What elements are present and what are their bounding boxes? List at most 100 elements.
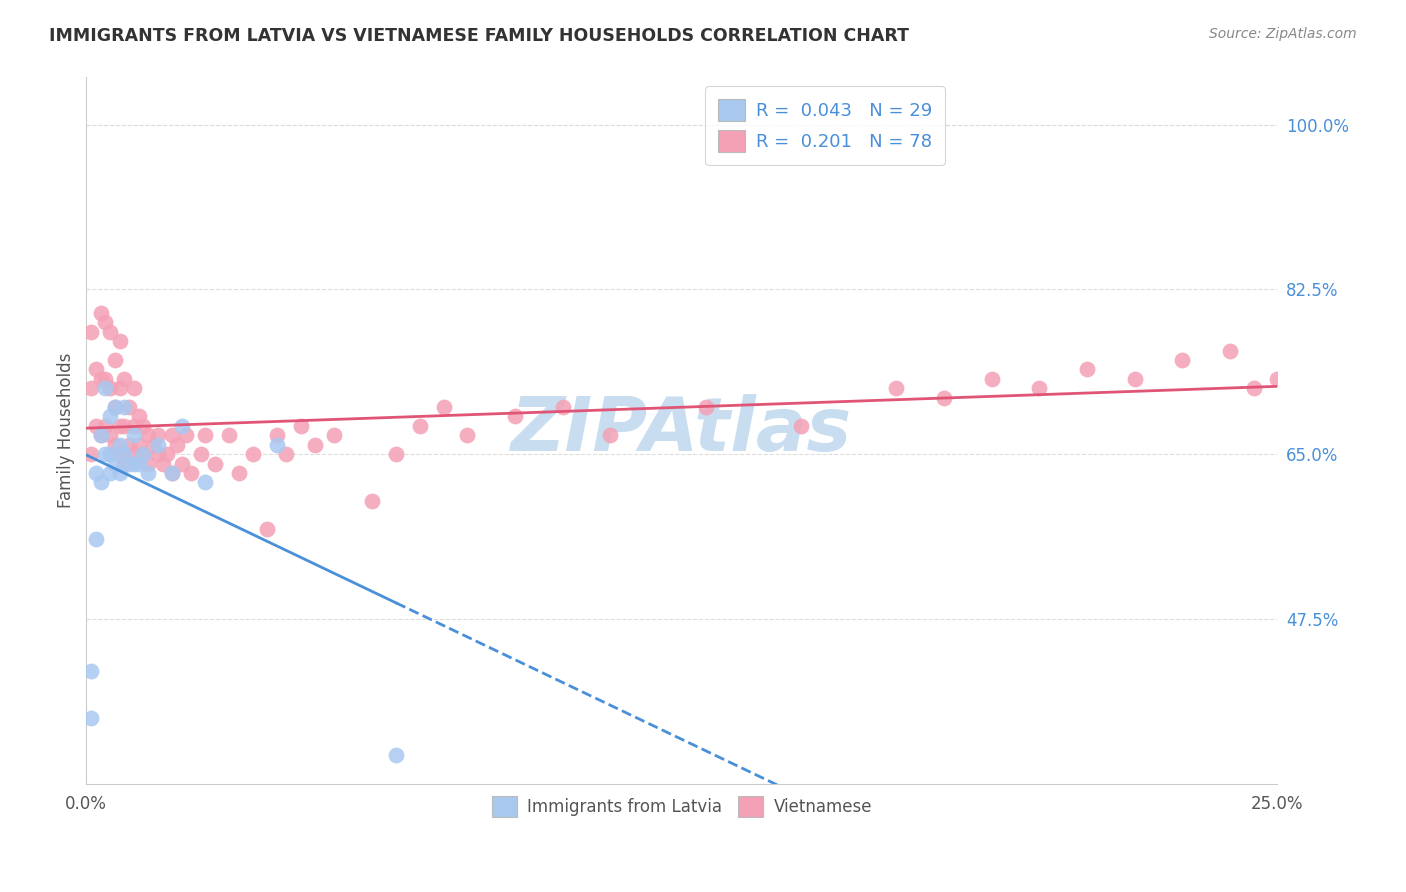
Point <box>112 457 135 471</box>
Point <box>90 372 112 386</box>
Point <box>170 418 193 433</box>
Point <box>180 466 202 480</box>
Point <box>98 447 121 461</box>
Point <box>204 457 226 471</box>
Point <box>266 428 288 442</box>
Point <box>80 664 103 678</box>
Point <box>152 457 174 471</box>
Point <box>242 447 264 461</box>
Point <box>132 447 155 461</box>
Point <box>108 447 131 461</box>
Point <box>108 334 131 348</box>
Text: IMMIGRANTS FROM LATVIA VS VIETNAMESE FAMILY HOUSEHOLDS CORRELATION CHART: IMMIGRANTS FROM LATVIA VS VIETNAMESE FAM… <box>49 27 910 45</box>
Point <box>932 391 955 405</box>
Point <box>90 475 112 490</box>
Point <box>90 428 112 442</box>
Point <box>94 315 117 329</box>
Point <box>190 447 212 461</box>
Point <box>98 381 121 395</box>
Point <box>80 381 103 395</box>
Point <box>160 466 183 480</box>
Point <box>142 438 165 452</box>
Point <box>80 447 103 461</box>
Point <box>884 381 907 395</box>
Point <box>84 466 107 480</box>
Point <box>104 457 127 471</box>
Point <box>108 438 131 452</box>
Point <box>790 418 813 433</box>
Point <box>104 400 127 414</box>
Point <box>1243 381 1265 395</box>
Point <box>122 418 145 433</box>
Point <box>80 711 103 725</box>
Point <box>433 400 456 414</box>
Point <box>122 447 145 461</box>
Point <box>1028 381 1050 395</box>
Point <box>166 438 188 452</box>
Point <box>256 523 278 537</box>
Point <box>132 447 155 461</box>
Point <box>228 466 250 480</box>
Point <box>118 457 141 471</box>
Point <box>98 409 121 424</box>
Point <box>146 447 169 461</box>
Point <box>146 438 169 452</box>
Point <box>84 532 107 546</box>
Point <box>94 447 117 461</box>
Point <box>361 494 384 508</box>
Point <box>104 353 127 368</box>
Point <box>128 438 150 452</box>
Point <box>108 466 131 480</box>
Point <box>1171 353 1194 368</box>
Legend: Immigrants from Latvia, Vietnamese: Immigrants from Latvia, Vietnamese <box>484 788 880 825</box>
Point <box>304 438 326 452</box>
Point <box>695 400 717 414</box>
Point <box>98 325 121 339</box>
Point <box>98 466 121 480</box>
Point <box>132 418 155 433</box>
Text: Source: ZipAtlas.com: Source: ZipAtlas.com <box>1209 27 1357 41</box>
Point <box>170 457 193 471</box>
Point <box>128 409 150 424</box>
Point <box>108 381 131 395</box>
Point <box>551 400 574 414</box>
Point <box>290 418 312 433</box>
Point <box>599 428 621 442</box>
Point <box>94 372 117 386</box>
Point <box>122 457 145 471</box>
Point <box>112 372 135 386</box>
Point <box>176 428 198 442</box>
Point <box>1123 372 1146 386</box>
Point <box>323 428 346 442</box>
Point <box>503 409 526 424</box>
Point <box>160 428 183 442</box>
Point <box>136 428 159 442</box>
Point <box>456 428 478 442</box>
Point <box>112 418 135 433</box>
Point <box>276 447 298 461</box>
Point <box>94 381 117 395</box>
Point <box>128 457 150 471</box>
Point <box>1076 362 1098 376</box>
Point <box>136 457 159 471</box>
Point <box>108 418 131 433</box>
Y-axis label: Family Households: Family Households <box>58 353 75 508</box>
Point <box>1219 343 1241 358</box>
Point <box>84 362 107 376</box>
Point <box>409 418 432 433</box>
Point <box>104 438 127 452</box>
Point <box>94 418 117 433</box>
Point <box>146 428 169 442</box>
Point <box>80 325 103 339</box>
Point <box>160 466 183 480</box>
Point <box>156 447 179 461</box>
Point <box>122 381 145 395</box>
Point <box>118 400 141 414</box>
Point <box>112 447 135 461</box>
Point <box>90 428 112 442</box>
Point <box>98 428 121 442</box>
Point <box>90 306 112 320</box>
Point <box>266 438 288 452</box>
Point <box>112 400 135 414</box>
Text: ZIPAtlas: ZIPAtlas <box>512 394 852 467</box>
